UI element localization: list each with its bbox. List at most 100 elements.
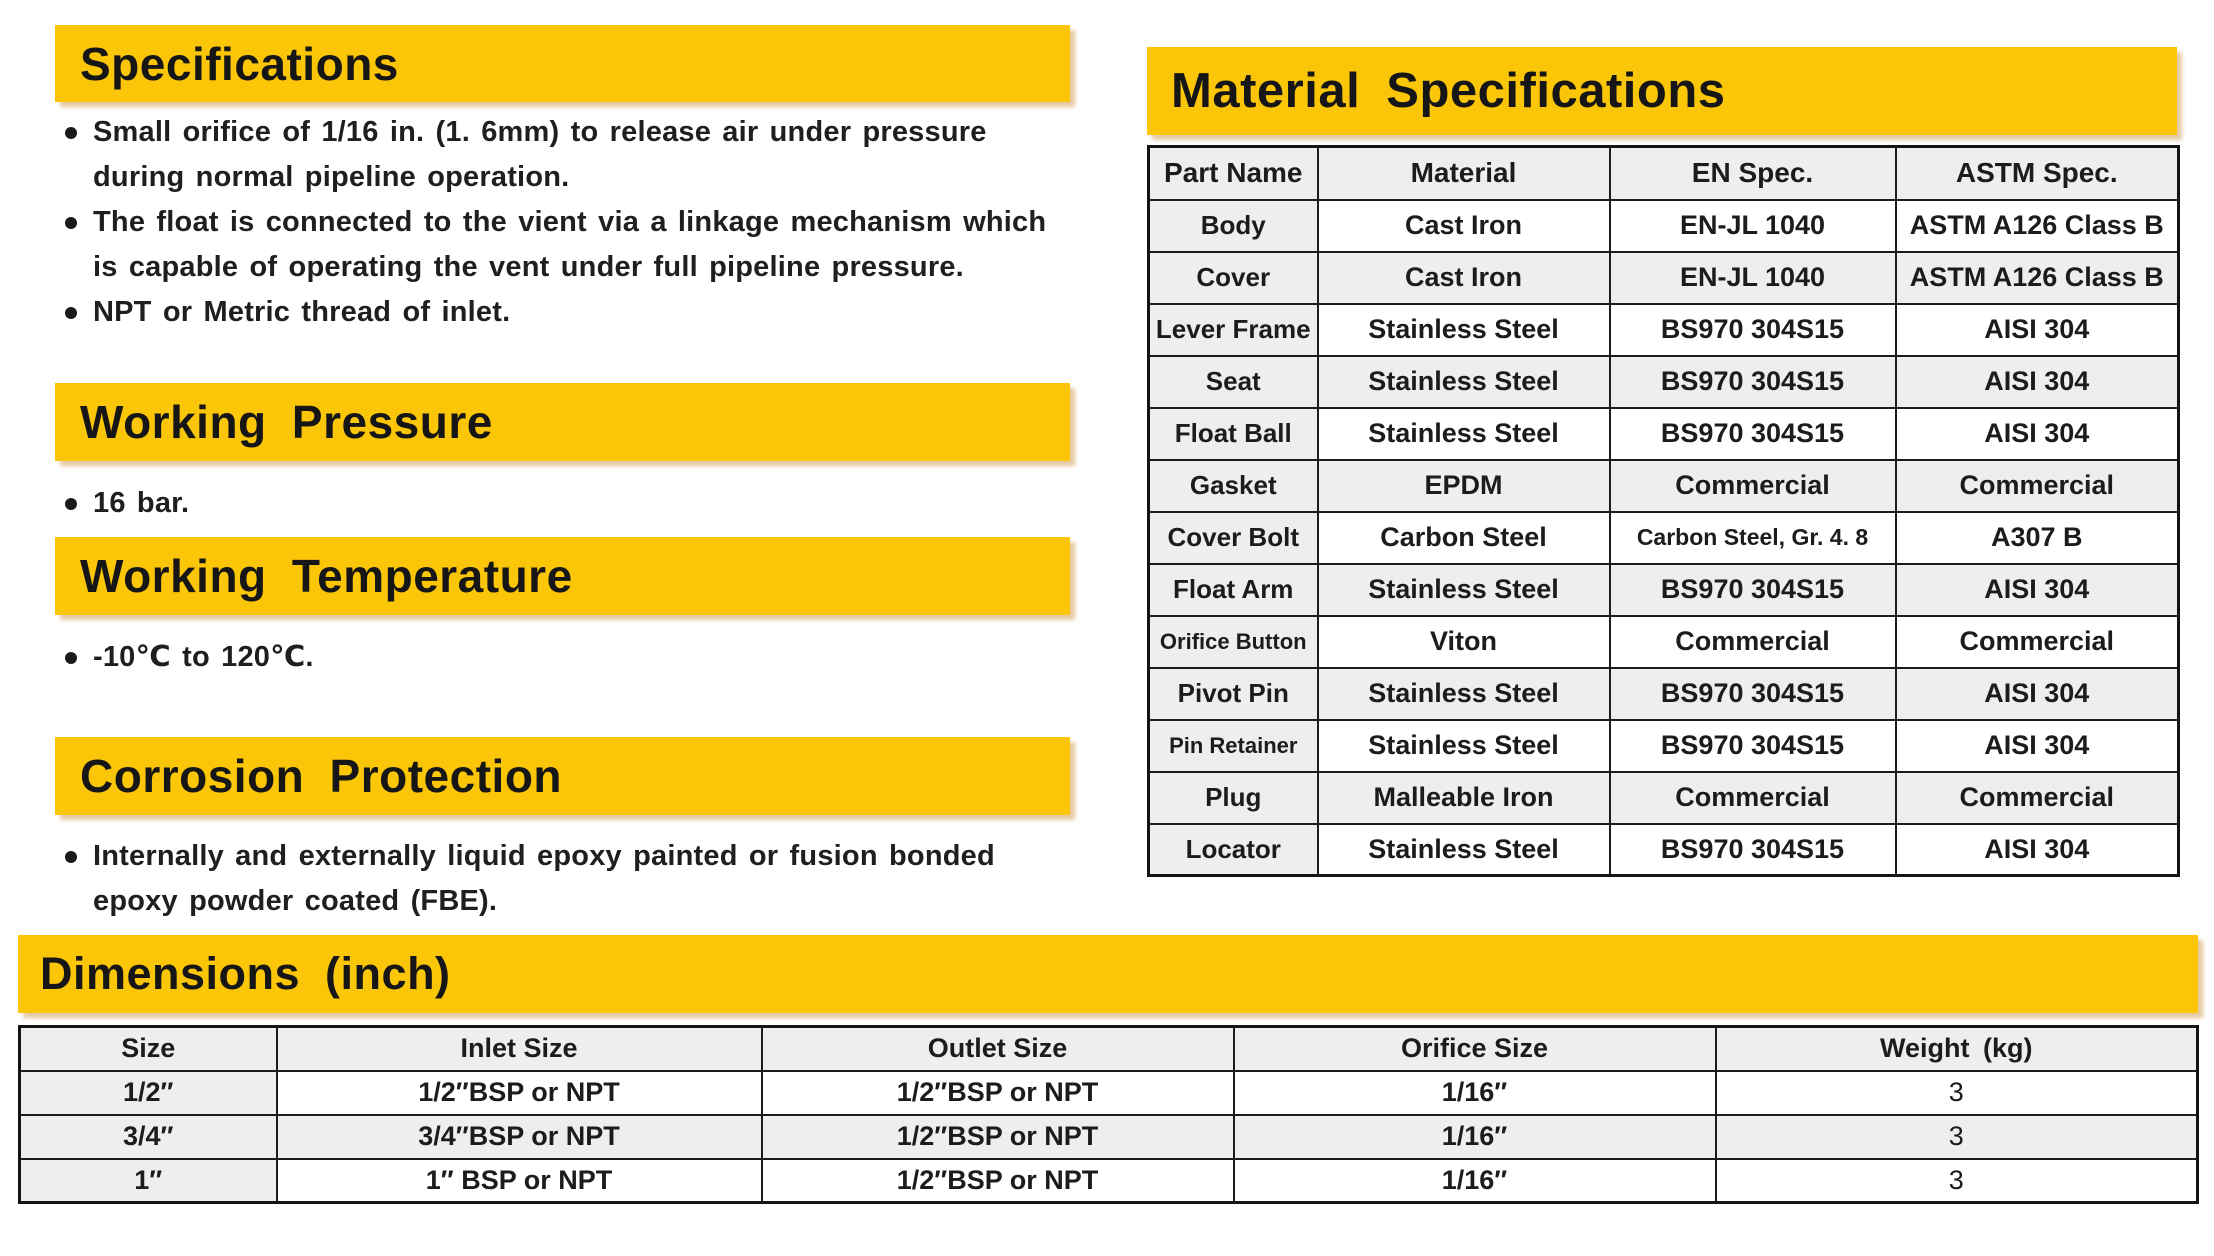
column-header: ASTM Spec. <box>1894 145 2180 201</box>
bullet-item: Small orifice of 1/16 in. (1. 6mm) to re… <box>58 110 1070 200</box>
table-cell: Body <box>1147 198 1319 253</box>
table-cell: Cover <box>1147 250 1319 305</box>
table-row: 3/4″ 3/4″BSP or NPT 1/2″BSP or NPT 1/16″ 3 <box>18 1113 2199 1160</box>
working-pressure-section-title: Working Pressure <box>80 396 493 448</box>
table-cell: Pivot Pin <box>1147 666 1319 721</box>
table-cell: Plug <box>1147 770 1319 825</box>
table-cell: Float Ball <box>1147 406 1319 461</box>
table-cell: 3 <box>1714 1157 2199 1204</box>
table-cell: Gasket <box>1147 458 1319 513</box>
dimensions-table-header-row: Size Inlet Size Outlet Size Orifice Size Wei… <box>18 1025 2199 1072</box>
table-row: Cover Cast Iron EN-JL 1040 ASTM A126 Class … <box>1147 250 2180 305</box>
table-cell: AISI 304 <box>1894 354 2180 409</box>
table-cell: AISI 304 <box>1894 406 2180 461</box>
table-cell: Cover Bolt <box>1147 510 1319 565</box>
table-cell: Stainless Steel <box>1316 718 1611 773</box>
table-cell: Lever Frame <box>1147 302 1319 357</box>
bullet-item: 16 bar. <box>58 481 1070 526</box>
table-row: Cover Bolt Carbon Steel Carbon Steel, Gr. … <box>1147 510 2180 565</box>
dimensions-section-title: Dimensions (inch) <box>40 948 451 999</box>
table-cell: BS970 304S15 <box>1608 666 1897 721</box>
table-cell: Stainless Steel <box>1316 666 1611 721</box>
table-cell: Commercial <box>1608 614 1897 669</box>
table-cell: AISI 304 <box>1894 302 2180 357</box>
corrosion-protection-section-title: Corrosion Protection <box>80 750 563 802</box>
table-cell: 3/4″ <box>18 1113 278 1160</box>
material-table-header-row: Part Name Material EN Spec. ASTM Spec. <box>1147 145 2180 201</box>
corrosion-protection-section-banner: Corrosion Protection <box>55 737 1070 815</box>
working-pressure-section-banner: Working Pressure <box>55 383 1070 461</box>
table-cell: Stainless Steel <box>1316 562 1611 617</box>
table-cell: 1/16″ <box>1232 1113 1717 1160</box>
table-row: Body Cast Iron EN-JL 1040 ASTM A126 Class B <box>1147 198 2180 253</box>
table-cell: Float Arm <box>1147 562 1319 617</box>
table-row: 1/2″ 1/2″BSP or NPT 1/2″BSP or NPT 1/16″ 3 <box>18 1069 2199 1116</box>
table-cell: Commercial <box>1894 770 2180 825</box>
table-cell: Carbon Steel <box>1316 510 1611 565</box>
table-row: Pin Retainer Stainless Steel BS970 304S15 A… <box>1147 718 2180 773</box>
table-cell: Orifice Button <box>1147 614 1319 669</box>
table-row: 1″ 1″ BSP or NPT 1/2″BSP or NPT 1/16″ 3 <box>18 1157 2199 1204</box>
table-cell: BS970 304S15 <box>1608 302 1897 357</box>
table-cell: 1″ <box>18 1157 278 1204</box>
column-header: Size <box>18 1025 278 1072</box>
table-row: Pivot Pin Stainless Steel BS970 304S15 AISI… <box>1147 666 2180 721</box>
table-row: Orifice Button Viton Commercial Commercial <box>1147 614 2180 669</box>
specifications-section-banner: Specifications <box>55 25 1070 102</box>
table-cell: 3 <box>1714 1113 2199 1160</box>
table-cell: Stainless Steel <box>1316 354 1611 409</box>
table-cell: 3/4″BSP or NPT <box>275 1113 763 1160</box>
table-cell: Stainless Steel <box>1316 822 1611 877</box>
table-cell: Commercial <box>1608 458 1897 513</box>
table-cell: ASTM A126 Class B <box>1894 198 2180 253</box>
table-cell: Cast Iron <box>1316 198 1611 253</box>
bullet-item: Internally and externally liquid epoxy p… <box>58 834 1090 924</box>
table-cell: 1/2″BSP or NPT <box>760 1113 1235 1160</box>
column-header: Inlet Size <box>275 1025 763 1072</box>
bullet-item: NPT or Metric thread of inlet. <box>58 290 1070 335</box>
table-row: Float Ball Stainless Steel BS970 304S15 AIS… <box>1147 406 2180 461</box>
table-cell: 1/16″ <box>1232 1069 1717 1116</box>
corrosion-protection-bullet-list: Internally and externally liquid epoxy p… <box>58 834 1090 924</box>
table-cell: BS970 304S15 <box>1608 406 1897 461</box>
material-specifications-table: Part Name Material EN Spec. ASTM Spec. Body… <box>1147 145 2180 877</box>
table-row: Locator Stainless Steel BS970 304S15 AISI 3… <box>1147 822 2180 877</box>
working-temperature-section-title: Working Temperature <box>80 550 573 602</box>
bullet-item: -10℃ to 120℃. <box>58 635 1070 680</box>
table-cell: AISI 304 <box>1894 666 2180 721</box>
column-header: Part Name <box>1147 145 1319 201</box>
table-cell: Commercial <box>1894 614 2180 669</box>
table-cell: BS970 304S15 <box>1608 822 1897 877</box>
table-cell: Malleable Iron <box>1316 770 1611 825</box>
table-cell: AISI 304 <box>1894 822 2180 877</box>
table-cell: Viton <box>1316 614 1611 669</box>
column-header: Weight (kg) <box>1714 1025 2199 1072</box>
material-specifications-section-title: Material Specifications <box>1171 64 1726 118</box>
table-row: Plug Malleable Iron Commercial Commercial <box>1147 770 2180 825</box>
table-row: Seat Stainless Steel BS970 304S15 AISI 304 <box>1147 354 2180 409</box>
column-header: Outlet Size <box>760 1025 1235 1072</box>
table-cell: Stainless Steel <box>1316 302 1611 357</box>
working-temperature-bullet-list: -10℃ to 120℃. <box>58 635 1070 680</box>
material-specifications-section-banner: Material Specifications <box>1147 47 2177 135</box>
table-cell: 1/16″ <box>1232 1157 1717 1204</box>
table-cell: 3 <box>1714 1069 2199 1116</box>
table-cell: Commercial <box>1608 770 1897 825</box>
table-cell: 1/2″ <box>18 1069 278 1116</box>
table-cell: AISI 304 <box>1894 562 2180 617</box>
table-cell: EN-JL 1040 <box>1608 250 1897 305</box>
dimensions-section-banner: Dimensions (inch) <box>18 935 2198 1013</box>
table-cell: EN-JL 1040 <box>1608 198 1897 253</box>
column-header: EN Spec. <box>1608 145 1897 201</box>
working-pressure-bullet-list: 16 bar. <box>58 481 1070 526</box>
table-cell: AISI 304 <box>1894 718 2180 773</box>
table-cell: EPDM <box>1316 458 1611 513</box>
table-cell: BS970 304S15 <box>1608 354 1897 409</box>
dimensions-table: Size Inlet Size Outlet Size Orifice Size Wei… <box>18 1025 2199 1204</box>
table-cell: 1″ BSP or NPT <box>275 1157 763 1204</box>
table-cell: 1/2″BSP or NPT <box>760 1069 1235 1116</box>
table-cell: Locator <box>1147 822 1319 877</box>
table-cell: BS970 304S15 <box>1608 562 1897 617</box>
table-cell: ASTM A126 Class B <box>1894 250 2180 305</box>
